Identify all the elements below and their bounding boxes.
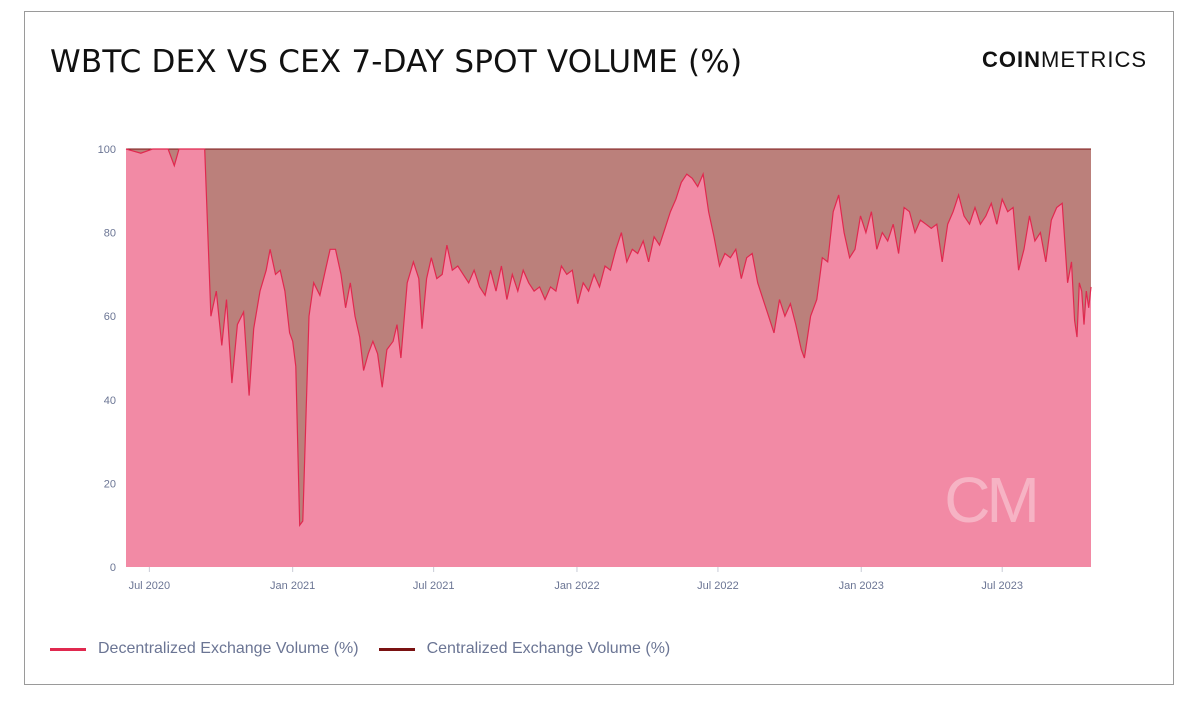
- dex-line: [125, 148, 1092, 527]
- y-tick-label: 80: [104, 228, 116, 240]
- y-tick-label: 20: [104, 478, 116, 490]
- x-tick-label: Jan 2023: [839, 580, 884, 592]
- page-title: WBTC DEX VS CEX 7-DAY SPOT VOLUME (%): [50, 44, 743, 80]
- legend-swatch-dex: [50, 647, 86, 651]
- y-tick-label: 100: [98, 144, 116, 156]
- x-tick-label: Jul 2022: [697, 580, 739, 592]
- dex-area: [126, 149, 1091, 567]
- legend-label-cex: Centralized Exchange Volume (%): [426, 640, 671, 657]
- legend-item-cex[interactable]: Centralized Exchange Volume (%): [378, 640, 671, 658]
- logo-bold-text: COIN: [982, 47, 1041, 72]
- x-tick-label: Jan 2022: [554, 580, 599, 592]
- x-tick-label: Jul 2023: [981, 580, 1023, 592]
- x-tick-label: Jan 2021: [270, 580, 315, 592]
- y-tick-label: 60: [104, 311, 116, 323]
- cm-watermark: CM: [944, 464, 1036, 536]
- legend-swatch-cex: [378, 647, 415, 651]
- logo-light-text: METRICS: [1041, 47, 1147, 72]
- chart-legend: Decentralized Exchange Volume (%) Centra…: [50, 640, 690, 658]
- legend-item-dex[interactable]: Decentralized Exchange Volume (%): [50, 640, 359, 658]
- coinmetrics-logo[interactable]: COINMETRICS: [982, 47, 1147, 73]
- cex-area: [126, 149, 1091, 526]
- x-tick-label: Jul 2020: [129, 580, 171, 592]
- y-tick-label: 40: [104, 395, 116, 407]
- legend-label-dex: Decentralized Exchange Volume (%): [98, 640, 359, 657]
- x-tick-label: Jul 2021: [413, 580, 455, 592]
- y-tick-label: 0: [110, 562, 116, 574]
